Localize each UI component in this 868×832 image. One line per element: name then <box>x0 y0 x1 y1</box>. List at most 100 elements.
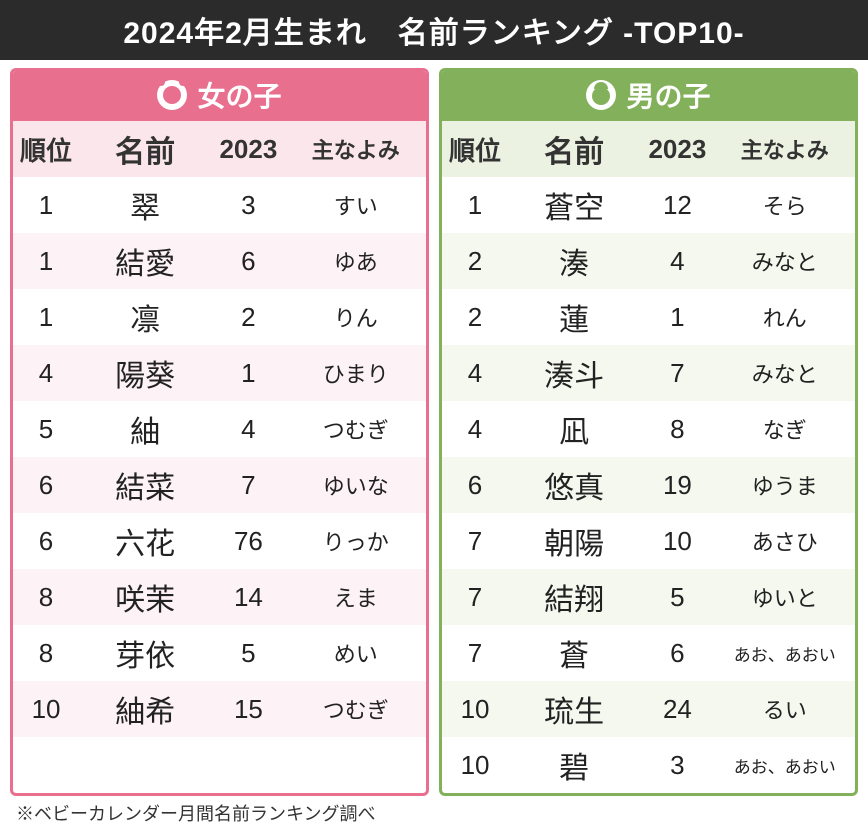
boy-row: 7蒼6あお、あおい <box>442 625 855 681</box>
girl-row: 10紬希15つむぎ <box>13 681 426 737</box>
name-cell: 琉生 <box>508 681 640 737</box>
rank-cell: 7 <box>442 569 508 625</box>
rank-cell: 1 <box>13 177 79 233</box>
prev-cell: 19 <box>640 457 714 513</box>
prev-cell: 24 <box>640 681 714 737</box>
prev-cell: 1 <box>211 345 285 401</box>
girl-row: 1凛2りん <box>13 289 426 345</box>
prev-cell: 6 <box>640 625 714 681</box>
yomi-cell: ゆうま <box>715 457 855 513</box>
boy-row: 1蒼空12そら <box>442 177 855 233</box>
girl-row: 6六花76りっか <box>13 513 426 569</box>
name-cell: 碧 <box>508 737 640 793</box>
name-cell: 蒼 <box>508 625 640 681</box>
rank-cell: 6 <box>442 457 508 513</box>
girl-row: 6結菜7ゆいな <box>13 457 426 513</box>
yomi-cell: あさひ <box>715 513 855 569</box>
girl-row: 1結愛6ゆあ <box>13 233 426 289</box>
rank-cell: 1 <box>13 233 79 289</box>
yomi-cell: そら <box>715 177 855 233</box>
girl-row: 8咲茉14えま <box>13 569 426 625</box>
boy-panel-header: 男の子 <box>442 71 855 121</box>
girl-thead-row: 順位 名前 2023 主なよみ <box>13 121 426 177</box>
yomi-cell: りん <box>286 289 426 345</box>
name-cell: 翠 <box>79 177 211 233</box>
rank-cell: 7 <box>442 513 508 569</box>
prev-cell: 5 <box>211 625 285 681</box>
col-yomi-header: 主なよみ <box>286 121 426 177</box>
girl-row: 8芽依5めい <box>13 625 426 681</box>
yomi-cell: ゆあ <box>286 233 426 289</box>
yomi-cell: ゆいな <box>286 457 426 513</box>
name-cell: 紬 <box>79 401 211 457</box>
name-cell: 紬希 <box>79 681 211 737</box>
prev-cell: 7 <box>211 457 285 513</box>
yomi-cell: れん <box>715 289 855 345</box>
footnote: ※ベビーカレンダー月間名前ランキング調べ <box>0 796 868 832</box>
yomi-cell: みなと <box>715 345 855 401</box>
boy-icon <box>586 80 616 110</box>
prev-cell: 15 <box>211 681 285 737</box>
rank-cell: 4 <box>442 345 508 401</box>
boy-panel: 男の子 順位 名前 2023 主なよみ 1蒼空12そら2湊4みなと2蓮1れん4湊… <box>439 68 858 796</box>
yomi-cell: えま <box>286 569 426 625</box>
girl-panel: 女の子 順位 名前 2023 主なよみ 1翠3すい1結愛6ゆあ1凛2りん4陽葵1… <box>10 68 429 796</box>
rank-cell: 2 <box>442 233 508 289</box>
boy-row: 4凪8なぎ <box>442 401 855 457</box>
boy-row: 4湊斗7みなと <box>442 345 855 401</box>
prev-cell: 76 <box>211 513 285 569</box>
girl-row: 1翠3すい <box>13 177 426 233</box>
boy-row: 7結翔5ゆいと <box>442 569 855 625</box>
rank-cell: 5 <box>13 401 79 457</box>
page-title: 2024年2月生まれ 名前ランキング -TOP10- <box>0 0 868 60</box>
boy-row: 2蓮1れん <box>442 289 855 345</box>
prev-cell: 14 <box>211 569 285 625</box>
col-name-header: 名前 <box>508 121 640 177</box>
col-rank-header: 順位 <box>13 121 79 177</box>
boy-row: 7朝陽10あさひ <box>442 513 855 569</box>
prev-cell: 7 <box>640 345 714 401</box>
yomi-cell: つむぎ <box>286 401 426 457</box>
girl-header-label: 女の子 <box>197 75 281 115</box>
boy-thead-row: 順位 名前 2023 主なよみ <box>442 121 855 177</box>
name-cell: 結菜 <box>79 457 211 513</box>
name-cell: 凪 <box>508 401 640 457</box>
rank-cell: 4 <box>442 401 508 457</box>
name-cell: 咲茉 <box>79 569 211 625</box>
col-prev-header: 2023 <box>211 121 285 177</box>
girl-icon <box>157 80 187 110</box>
yomi-cell: つむぎ <box>286 681 426 737</box>
col-name-header: 名前 <box>79 121 211 177</box>
boy-row: 10琉生24るい <box>442 681 855 737</box>
boy-table: 順位 名前 2023 主なよみ 1蒼空12そら2湊4みなと2蓮1れん4湊斗7みな… <box>442 121 855 793</box>
name-cell: 湊 <box>508 233 640 289</box>
boy-row: 10碧3あお、あおい <box>442 737 855 793</box>
yomi-cell: あお、あおい <box>715 625 855 681</box>
boy-header-label: 男の子 <box>626 75 710 115</box>
prev-cell: 12 <box>640 177 714 233</box>
name-cell: 蒼空 <box>508 177 640 233</box>
name-cell: 凛 <box>79 289 211 345</box>
prev-cell: 4 <box>211 401 285 457</box>
tables-wrap: 女の子 順位 名前 2023 主なよみ 1翠3すい1結愛6ゆあ1凛2りん4陽葵1… <box>0 60 868 796</box>
col-prev-header: 2023 <box>640 121 714 177</box>
rank-cell: 10 <box>442 681 508 737</box>
yomi-cell: ひまり <box>286 345 426 401</box>
rank-cell: 10 <box>442 737 508 793</box>
name-cell: 湊斗 <box>508 345 640 401</box>
prev-cell: 8 <box>640 401 714 457</box>
ranking-container: 2024年2月生まれ 名前ランキング -TOP10- 女の子 順位 名前 202… <box>0 0 868 832</box>
col-yomi-header: 主なよみ <box>715 121 855 177</box>
rank-cell: 4 <box>13 345 79 401</box>
girl-row: 4陽葵1ひまり <box>13 345 426 401</box>
rank-cell: 2 <box>442 289 508 345</box>
rank-cell: 6 <box>13 513 79 569</box>
yomi-cell: りっか <box>286 513 426 569</box>
yomi-cell: るい <box>715 681 855 737</box>
girl-table: 順位 名前 2023 主なよみ 1翠3すい1結愛6ゆあ1凛2りん4陽葵1ひまり5… <box>13 121 426 737</box>
yomi-cell: めい <box>286 625 426 681</box>
boy-row: 2湊4みなと <box>442 233 855 289</box>
boy-row: 6悠真19ゆうま <box>442 457 855 513</box>
name-cell: 朝陽 <box>508 513 640 569</box>
rank-cell: 8 <box>13 625 79 681</box>
